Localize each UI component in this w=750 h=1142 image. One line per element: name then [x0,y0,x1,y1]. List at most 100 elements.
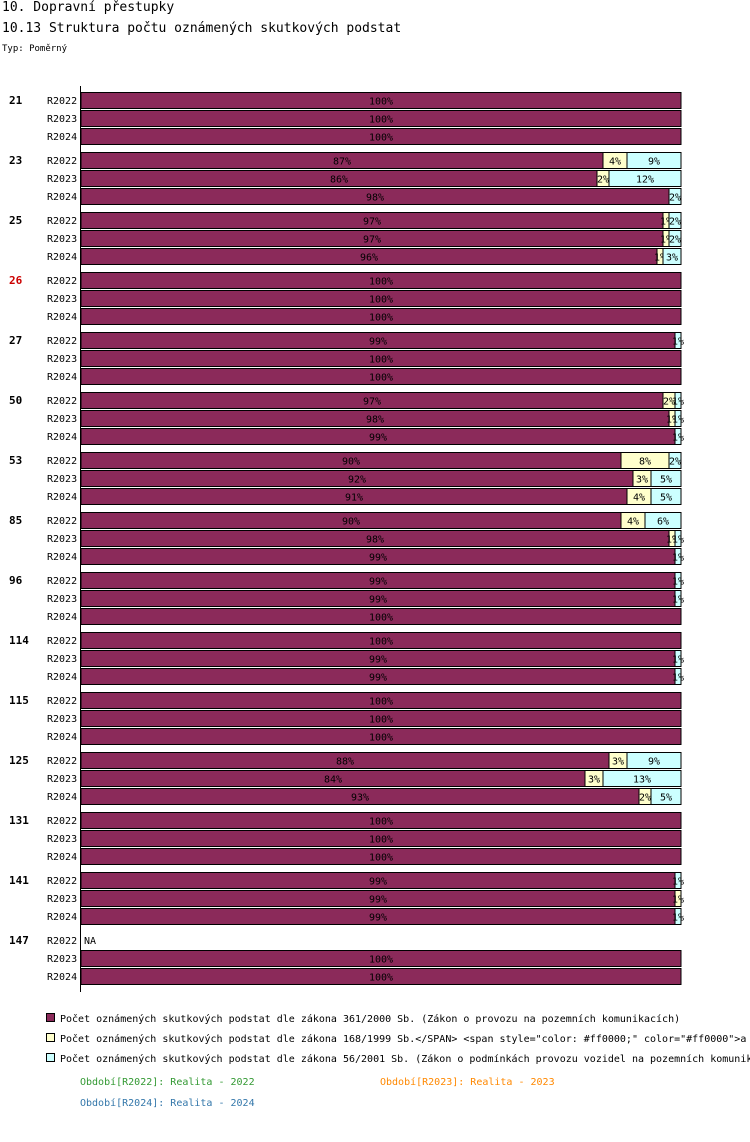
legend-swatch-s1 [46,1013,55,1022]
period-label: R2022 [47,456,77,467]
bar-segment-s2 [674,890,682,907]
legend-label: Počet oznámených skutkových podstat dle … [60,1014,681,1025]
bar-segment-s1 [80,92,682,109]
data-label: 3% [612,757,624,768]
bar-segment-s3 [674,392,682,409]
legend-item-s1: Počet oznámených skutkových podstat dle … [46,1013,680,1025]
bar-segment-s1 [80,290,682,307]
group-label: 85 [9,514,22,527]
data-label: 5% [660,493,672,504]
data-label: 8% [639,457,651,468]
bar-segment-s1 [80,632,682,649]
data-label: 100% [369,355,393,366]
data-label: 12% [636,175,654,186]
data-label: 1% [672,673,684,684]
period-label: R2022 [47,216,77,227]
data-label: 100% [369,133,393,144]
bar-segment-s1 [80,710,682,727]
data-label: 99% [369,337,387,348]
period-label: R2022 [47,576,77,587]
period-label: R2022 [47,336,77,347]
period-label: R2024 [47,792,77,803]
data-label: 98% [366,535,384,546]
period-label: R2022 [47,816,77,827]
bar-segment-s3 [674,428,682,445]
period-label: R2023 [47,714,77,725]
period-label: R2024 [47,972,77,983]
group-label: 23 [9,154,22,167]
data-label: 1% [672,337,684,348]
data-label: 1% [666,415,678,426]
period-label: R2024 [47,252,77,263]
group-label: 50 [9,394,22,407]
group-label: 131 [9,814,29,827]
data-label: 2% [669,235,681,246]
period-label: R2022 [47,876,77,887]
bar-segment-s1 [80,350,682,367]
data-label: 1% [672,397,684,408]
data-label: 2% [663,397,675,408]
na-label: NA [84,936,96,947]
legend-swatch-s2 [46,1033,55,1042]
data-label: 2% [669,457,681,468]
legend-label: Počet oznámených skutkových podstat dle … [60,1034,747,1045]
bar-segment-s3 [662,248,682,265]
data-label: 99% [369,673,387,684]
data-label: 97% [363,217,381,228]
period-label: R2023 [47,954,77,965]
data-label: 98% [366,415,384,426]
period-label: R2022 [47,156,77,167]
bar-segment-s3 [644,512,682,529]
period-label: R2024 [47,672,77,683]
group-label: 147 [9,934,29,947]
period-label: R2024 [47,852,77,863]
period-label: R2023 [47,774,77,785]
bar-segment-s3 [674,908,682,925]
data-label: 9% [648,757,660,768]
group-label: 114 [9,634,29,647]
data-label: 100% [369,715,393,726]
period-label: R2023 [47,834,77,845]
data-label: 1% [660,235,672,246]
type-label: Typ: Poměrný [2,44,68,54]
data-label: 99% [369,895,387,906]
data-label: 100% [369,817,393,828]
period-r2024: Období[R2024]: Realita - 2024 [80,1098,255,1109]
data-label: 100% [369,277,393,288]
data-label: 4% [627,517,639,528]
bar-segment-s1 [80,128,682,145]
period-label: R2024 [47,732,77,743]
data-label: 100% [369,97,393,108]
legend-label: Počet oznámených skutkových podstat dle … [60,1054,750,1065]
data-label: 2% [597,175,609,186]
bar-segment-s3 [674,410,682,427]
period-label: R2024 [47,312,77,323]
data-label: 97% [363,397,381,408]
period-label: R2024 [47,192,77,203]
data-label: 99% [369,595,387,606]
data-label: 1% [672,433,684,444]
bar-segment-s3 [626,152,682,169]
group-label: 21 [9,94,23,107]
data-label: 4% [633,493,645,504]
bar-segment-s3 [668,212,682,229]
data-label: 1% [672,913,684,924]
data-label: 100% [369,313,393,324]
data-label: 1% [666,535,678,546]
data-label: 99% [369,553,387,564]
data-label: 99% [369,913,387,924]
data-label: 5% [660,793,672,804]
data-label: 3% [636,475,648,486]
period-label: R2022 [47,756,77,767]
data-label: 100% [369,373,393,384]
data-label: 1% [672,553,684,564]
period-label: R2023 [47,294,77,305]
data-label: 1% [672,577,684,588]
data-label: 88% [336,757,354,768]
bar-segment-s1 [80,368,682,385]
period-label: R2023 [47,654,77,665]
bar-segment-s3 [602,770,682,787]
data-label: 2% [639,793,651,804]
period-label: R2024 [47,552,77,563]
period-label: R2024 [47,432,77,443]
